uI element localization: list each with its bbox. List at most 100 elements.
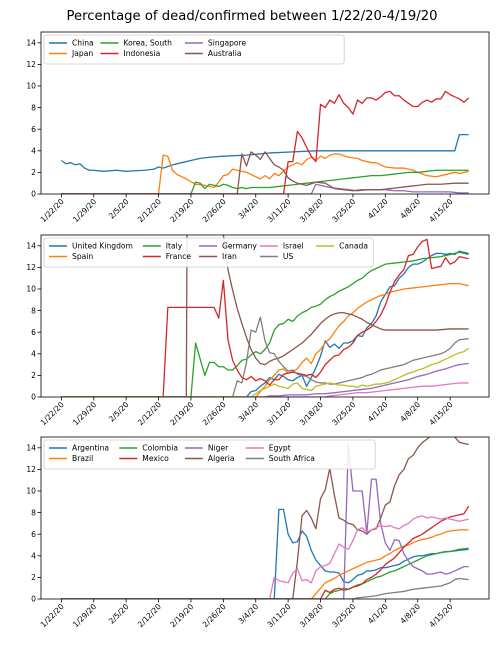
- x-tick-label: 1/29/20: [71, 400, 98, 427]
- y-tick-label: 12: [26, 263, 36, 272]
- legend-item: Singapore: [184, 39, 247, 48]
- legend-item: Italy: [142, 242, 183, 251]
- x-tick-label: 3/18/20: [298, 400, 325, 427]
- series-line-canada: [61, 347, 470, 397]
- x-tick-label: 1/29/20: [71, 197, 98, 224]
- figure-title: Percentage of dead/confirmed between 1/2…: [66, 9, 438, 24]
- legend-label: US: [283, 252, 294, 261]
- y-tick-label: 6: [31, 328, 36, 337]
- x-tick-label: 2/12/20: [136, 602, 163, 629]
- legend-item: Canada: [316, 242, 368, 251]
- legend-item: Algeria: [184, 454, 235, 463]
- legend-label: United Kingdom: [72, 242, 133, 251]
- series-line-korea-south: [61, 169, 469, 194]
- legend-item: Indonesia: [100, 49, 161, 58]
- legend-label: France: [166, 252, 192, 261]
- series-line-mexico: [61, 505, 470, 599]
- y-tick-label: 4: [31, 552, 36, 561]
- legend-item: Argentina: [49, 444, 109, 453]
- legend-box: [43, 237, 374, 268]
- series-line-israel: [61, 382, 469, 397]
- x-tick-label: 4/15/20: [427, 197, 454, 224]
- y-tick-label: 2: [31, 573, 36, 582]
- x-tick-label: 1/22/20: [39, 400, 66, 427]
- series-line-spain: [61, 282, 469, 397]
- x-tick-label: 4/15/20: [427, 602, 454, 629]
- series-line-singapore: [61, 183, 469, 194]
- x-tick-label: 3/25/20: [330, 197, 357, 224]
- x-tick-label: 1/22/20: [39, 602, 66, 629]
- legend-item: Brazil: [49, 454, 93, 463]
- y-tick-label: 4: [31, 147, 36, 156]
- series-lines: [61, 437, 470, 599]
- y-tick-label: 14: [26, 444, 36, 453]
- axes-frame: [40, 436, 490, 600]
- x-tick-label: 3/4/20: [237, 400, 261, 424]
- series-line-south-africa: [61, 577, 469, 599]
- x-tick-label: 2/12/20: [136, 400, 163, 427]
- x-tick-label: 3/11/20: [265, 400, 292, 427]
- legend-item: Japan: [49, 49, 93, 58]
- y-tick-label: 6: [31, 530, 36, 539]
- legend-item: Egypt: [245, 444, 291, 453]
- series-line-brazil: [61, 529, 469, 599]
- series-line-iran: [61, 235, 469, 397]
- y-tick-label: 0: [31, 595, 36, 604]
- series-line-italy: [61, 251, 469, 397]
- legend-label: Iran: [222, 252, 237, 261]
- y-tick-label: 12: [26, 60, 36, 69]
- legend-item: Germany: [199, 242, 257, 251]
- legend-label: Israel: [283, 242, 304, 251]
- legend-label: Canada: [339, 242, 368, 251]
- x-tick-label: 3/18/20: [298, 602, 325, 629]
- x-tick-label: 3/18/20: [298, 197, 325, 224]
- series-line-niger: [61, 443, 469, 599]
- legend-label: China: [72, 39, 94, 48]
- x-tick-label: 2/5/20: [107, 400, 131, 424]
- series-line-us: [61, 316, 469, 397]
- series-line-united-kingdom: [61, 250, 469, 397]
- x-tick-label: 4/1/20: [366, 602, 390, 626]
- legend-item: China: [49, 39, 94, 48]
- series-lines: [61, 235, 470, 397]
- legend-label: Algeria: [208, 454, 235, 463]
- x-tick-label: 4/15/20: [427, 400, 454, 427]
- legend-item: Korea, South: [100, 39, 173, 48]
- x-tick-label: 3/25/20: [330, 602, 357, 629]
- legend-label: Japan: [71, 49, 93, 58]
- y-tick-label: 10: [26, 285, 36, 294]
- legend-item: Niger: [184, 444, 229, 453]
- y-tick-label: 10: [26, 82, 36, 91]
- legend-label: Germany: [222, 242, 257, 251]
- series-line-china: [60, 133, 469, 172]
- legend-label: Niger: [208, 444, 229, 453]
- x-tick-label: 2/26/20: [201, 602, 228, 629]
- y-tick-label: 0: [31, 393, 36, 402]
- legend-item: France: [142, 252, 192, 261]
- legend-label: Colombia: [142, 444, 178, 453]
- axes-frame: [40, 234, 490, 398]
- series-line-france: [61, 238, 469, 397]
- x-tick-label: 3/4/20: [237, 197, 261, 221]
- x-tick-label: 2/26/20: [201, 197, 228, 224]
- legend-item: Colombia: [119, 444, 178, 453]
- x-tick-label: 4/8/20: [398, 602, 422, 626]
- legend-item: US: [259, 252, 294, 261]
- y-tick-label: 8: [31, 103, 36, 112]
- series-line-argentina: [61, 508, 469, 599]
- x-tick-label: 4/1/20: [366, 197, 390, 221]
- legend-label: Indonesia: [124, 49, 161, 58]
- series-lines: [60, 90, 470, 194]
- legend-label: South Africa: [269, 454, 315, 463]
- legend-item: Spain: [49, 252, 93, 261]
- x-tick-label: 1/22/20: [39, 197, 66, 224]
- series-line-germany: [61, 362, 469, 397]
- legend-label: Korea, South: [124, 39, 173, 48]
- x-tick-label: 4/8/20: [398, 400, 422, 424]
- legend-label: Brazil: [72, 454, 93, 463]
